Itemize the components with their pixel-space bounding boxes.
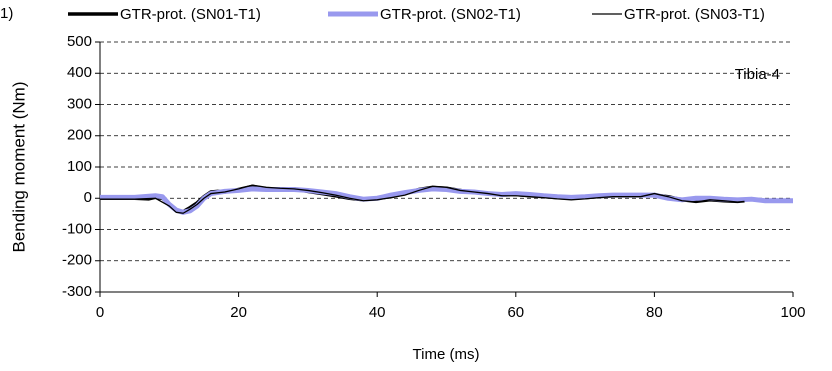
legend-prefix: 1)	[0, 5, 13, 22]
y-tick-label: 0	[84, 189, 92, 206]
x-tick-label: 20	[230, 304, 247, 321]
y-tick-label: -100	[62, 220, 92, 237]
series-line	[100, 184, 745, 214]
x-tick-label: 40	[369, 304, 386, 321]
y-tick-label: -300	[62, 283, 92, 300]
y-tick-label: 500	[67, 33, 92, 50]
legend-label: GTR-prot. (SN02-T1)	[380, 6, 521, 23]
y-tick-label: 200	[67, 127, 92, 144]
x-tick-label: 0	[96, 304, 104, 321]
x-tick-label: 100	[780, 304, 805, 321]
x-axis-title: Time (ms)	[413, 346, 480, 363]
y-axis-title: Bending moment (Nm)	[9, 81, 28, 252]
y-tick-label: 300	[67, 95, 92, 112]
y-tick-label: 400	[67, 64, 92, 81]
annotation: Tibia-4	[735, 66, 780, 83]
series-line	[100, 186, 793, 215]
legend-label: GTR-prot. (SN01-T1)	[120, 6, 261, 23]
y-tick-label: 100	[67, 158, 92, 175]
y-tick-label: -200	[62, 252, 92, 269]
x-tick-label: 60	[507, 304, 524, 321]
x-tick-label: 80	[646, 304, 663, 321]
legend-label: GTR-prot. (SN03-T1)	[624, 6, 765, 23]
